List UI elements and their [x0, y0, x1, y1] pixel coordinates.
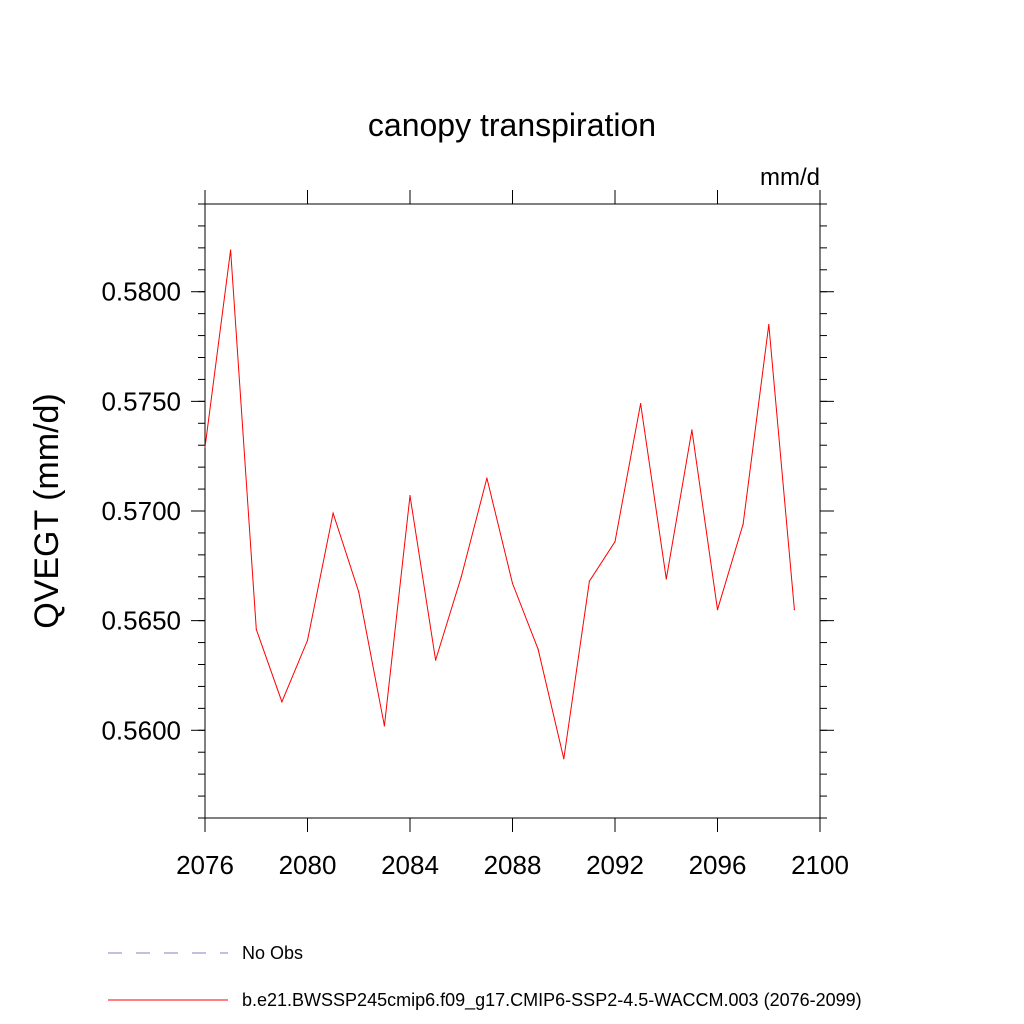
data-point [537, 648, 539, 650]
data-point [409, 495, 411, 497]
x-tick-labels: 2076 2080 2084 2088 2092 2096 2100 [176, 850, 849, 880]
data-point [204, 446, 206, 449]
x-tick-label: 2096 [689, 850, 747, 880]
y-axis-label: QVEGT (mm/d) [28, 393, 66, 629]
x-tick-label: 2076 [176, 850, 234, 880]
data-point [665, 578, 667, 580]
y-tick-label: 0.5650 [101, 606, 181, 636]
chart-title: canopy transpiration [368, 107, 656, 143]
data-point [511, 582, 514, 584]
data-point [383, 725, 385, 727]
x-tick-label: 2088 [484, 850, 542, 880]
data-point [768, 324, 770, 326]
data-point [255, 628, 257, 631]
data-point [793, 609, 795, 611]
y-tick-labels: 0.5600 0.5650 0.5700 0.5750 0.5800 [101, 277, 181, 746]
y-tick-label: 0.5750 [101, 386, 181, 416]
plot-frame [204, 203, 821, 819]
data-point [230, 249, 232, 251]
legend-label: b.e21.BWSSP245cmip6.f09_g17.CMIP6-SSP2-4… [242, 990, 862, 1011]
legend: No Obs b.e21.BWSSP245cmip6.f09_g17.CMIP6-… [108, 943, 862, 1011]
series-line [204, 249, 795, 759]
axis-ticks [191, 190, 834, 832]
data-point [640, 402, 642, 405]
data-point [691, 429, 693, 431]
data-point [486, 477, 488, 479]
data-point [358, 591, 360, 593]
y-tick-label: 0.5800 [101, 277, 181, 307]
data-point [281, 701, 283, 703]
data-point [742, 523, 744, 525]
units-label: mm/d [760, 164, 820, 191]
series-layer [204, 249, 795, 760]
y-tick-label: 0.5600 [101, 715, 181, 745]
data-point [588, 580, 590, 582]
data-point [563, 758, 565, 760]
data-point [435, 659, 437, 661]
data-point [614, 541, 616, 543]
x-tick-label: 2100 [791, 850, 849, 880]
data-point [716, 609, 719, 611]
data-point [332, 512, 334, 514]
data-point [306, 639, 309, 641]
legend-label: No Obs [242, 943, 303, 963]
y-tick-label: 0.5700 [101, 496, 181, 526]
data-point [460, 576, 462, 578]
x-tick-label: 2084 [381, 850, 439, 880]
x-tick-label: 2092 [586, 850, 644, 880]
x-tick-label: 2080 [279, 850, 337, 880]
